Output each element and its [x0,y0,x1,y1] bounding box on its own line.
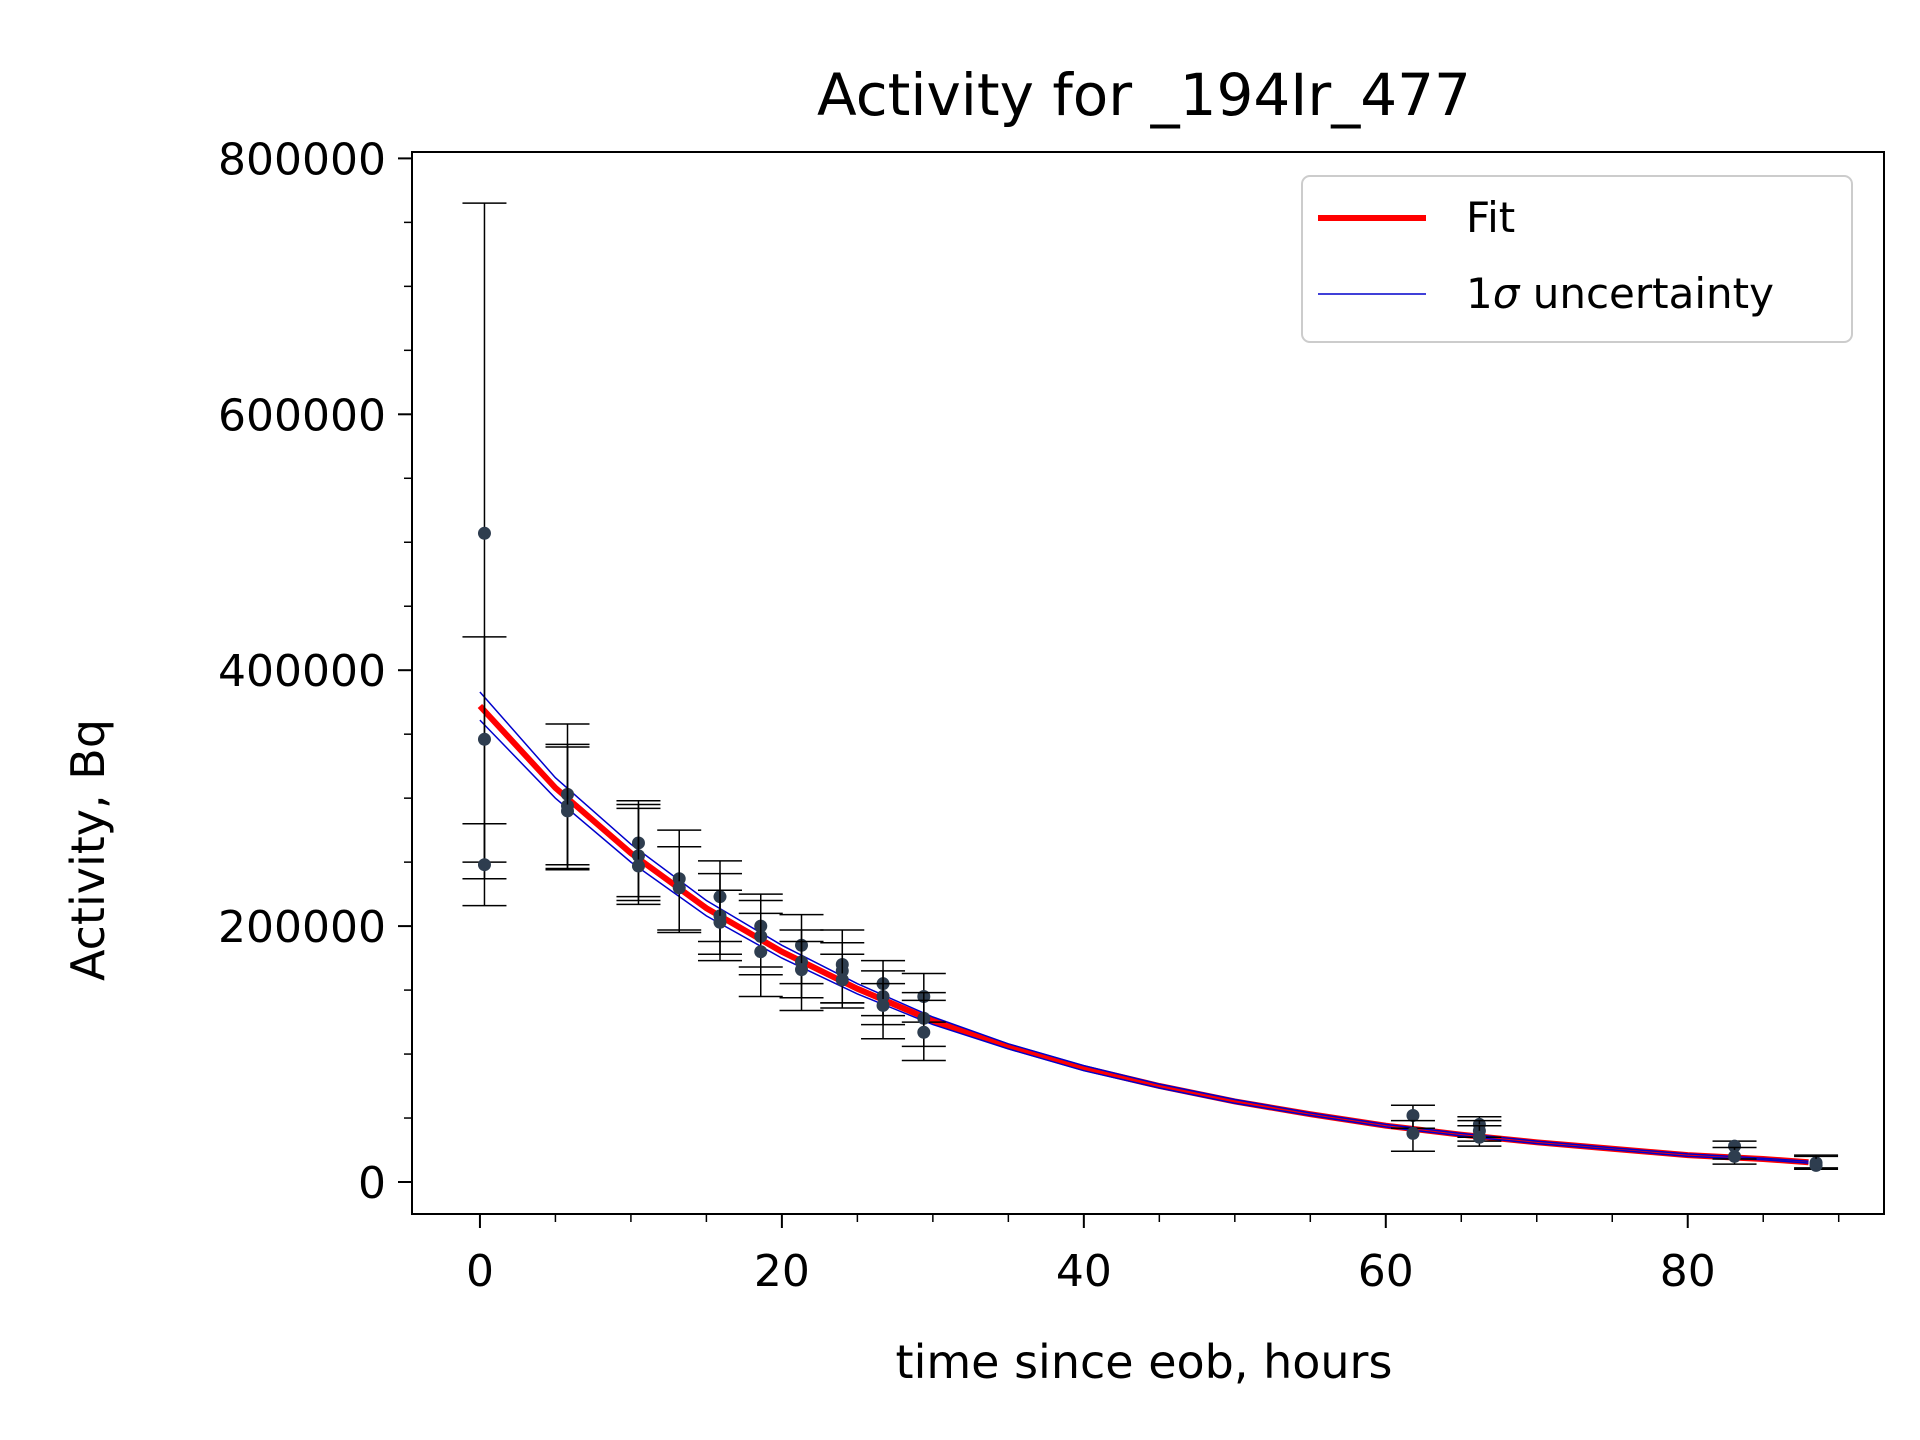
data-point-group [545,746,590,870]
y-tick-label: 400000 [218,646,386,697]
plot-frame [411,151,1885,1215]
legend-fit-label: Fit [1466,193,1515,242]
y-tick-label: 200000 [218,902,386,953]
data-point [917,1025,931,1039]
legend-uncertainty-label: 1σ uncertainty [1466,269,1774,318]
data-point [1472,1130,1486,1144]
data-point-group [697,889,742,962]
x-tick-label: 20 [754,1246,810,1297]
data-point [477,526,491,540]
data-point-group [1390,1119,1435,1153]
data-point-group [779,940,824,1012]
data-point-group [861,982,906,1040]
data-point-group [820,953,865,1009]
data-point [561,804,575,818]
x-tick-label: 60 [1358,1246,1414,1297]
data-point-group [1457,1124,1502,1147]
y-axis-label: Activity, Bq [61,719,115,981]
legend-box [1301,175,1853,343]
data-point [1406,1108,1420,1122]
series-layer [462,202,1839,1172]
y-tick-label: 600000 [218,390,386,441]
data-point-group [1712,1146,1757,1165]
data-point [1728,1149,1742,1163]
data-point [1809,1158,1823,1172]
x-tick-label: 80 [1660,1246,1716,1297]
legend: Fit 1σ uncertainty [1301,175,1853,343]
axes-layer: 0 20 40 60 80 0 200000 400000 600000 800000 [218,134,1885,1297]
data-point-group [657,846,702,934]
data-point-group [616,807,661,906]
y-tick-label: 800000 [218,134,386,185]
x-axis-label: time since eob, hours [896,1335,1393,1389]
data-point [1406,1126,1420,1140]
uncertainty-upper-line [479,691,1809,1163]
data-point-group [738,912,783,998]
uncertainty-lower-line [479,719,1809,1164]
data-point-group [462,822,507,907]
data-point [713,915,727,929]
data-point [672,881,686,895]
y-tick-label: 0 [358,1158,386,1209]
chart-title: Activity for _194Ir_477 [817,61,1471,129]
fit-line [477,703,1809,1166]
x-tick-label: 0 [466,1246,494,1297]
x-tick-label: 40 [1056,1246,1112,1297]
data-point-group [901,999,946,1062]
data-point [1728,1139,1742,1153]
data-point [477,858,491,872]
data-point-group [1794,1155,1839,1172]
data-point [754,945,768,959]
data-point [477,732,491,746]
data-point [835,973,849,987]
data-point [631,859,645,873]
data-point [876,998,890,1012]
data-point [795,963,809,977]
